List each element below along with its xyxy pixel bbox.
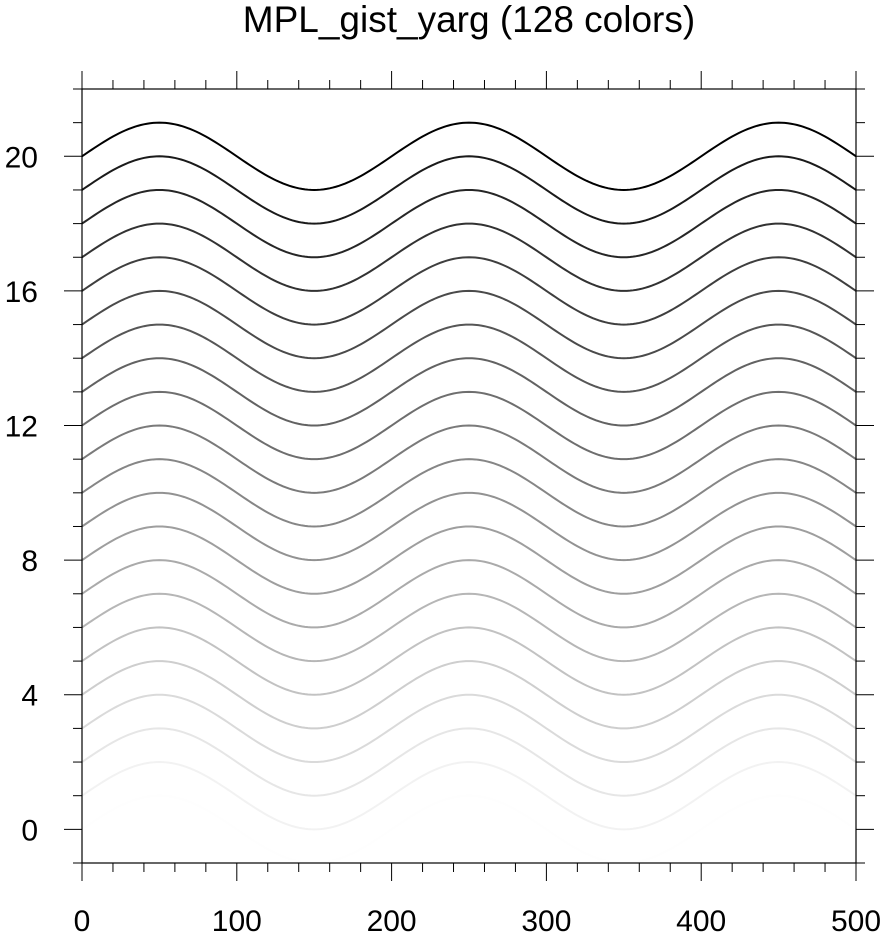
series-line-1 <box>81 761 857 831</box>
y-tick-label: 0 <box>21 814 38 847</box>
series-line-15 <box>81 289 857 360</box>
series-line-10 <box>81 458 857 528</box>
series-line-17 <box>81 222 857 292</box>
series-lines <box>81 121 857 865</box>
series-line-18 <box>81 188 857 259</box>
x-tick-label: 300 <box>521 905 571 935</box>
chart-title: MPL_gist_yarg (128 colors) <box>243 0 695 40</box>
series-line-0 <box>81 794 857 865</box>
x-tick-label: 200 <box>367 905 417 935</box>
series-line-9 <box>81 491 857 562</box>
series-line-19 <box>81 155 857 225</box>
series-line-13 <box>81 357 857 427</box>
y-tick-label: 4 <box>21 680 38 713</box>
series-line-6 <box>81 592 857 663</box>
tick-labels: 0 100 200 300 400 500 0 4 8 12 16 20 <box>5 141 881 935</box>
plot-frame <box>81 88 857 864</box>
series-line-20 <box>81 121 857 191</box>
series-line-16 <box>81 256 857 326</box>
series-line-2 <box>81 727 857 797</box>
series-line-3 <box>81 693 857 764</box>
series-line-4 <box>81 660 857 730</box>
series-line-12 <box>81 390 857 461</box>
series-line-5 <box>81 626 857 696</box>
series-line-7 <box>81 559 857 629</box>
y-tick-label: 20 <box>5 141 38 174</box>
y-tick-label: 16 <box>5 276 38 309</box>
series-line-8 <box>81 525 857 595</box>
x-tick-label: 500 <box>831 905 881 935</box>
y-tick-label: 12 <box>5 411 38 444</box>
series-line-11 <box>81 424 857 494</box>
series-line-14 <box>81 323 857 393</box>
x-tick-label: 0 <box>74 905 91 935</box>
x-tick-label: 100 <box>212 905 262 935</box>
x-tick-label: 400 <box>676 905 726 935</box>
y-tick-label: 8 <box>21 545 38 578</box>
axis-ticks <box>64 71 874 881</box>
